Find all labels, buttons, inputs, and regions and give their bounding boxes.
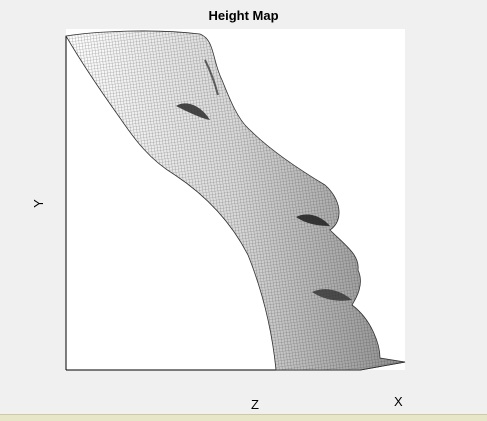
x-axis-label: X — [394, 394, 403, 409]
plot-title: Height Map — [208, 8, 279, 23]
z-axis-label: Z — [251, 397, 259, 412]
surface-mesh — [65, 30, 406, 371]
status-strip — [0, 414, 487, 421]
y-axis-label: Y — [30, 199, 46, 208]
